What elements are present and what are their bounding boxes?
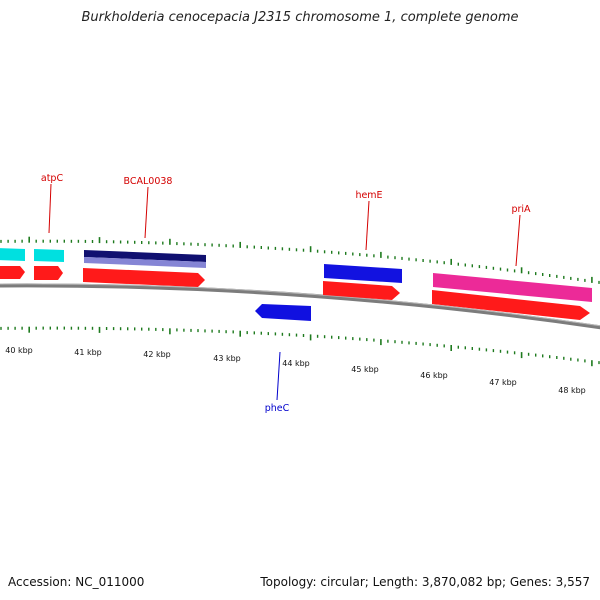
- gene-label-hemE: hemE: [355, 190, 382, 201]
- scale-label-45: 45 kbp: [351, 365, 379, 374]
- genome-summary-text: Topology: circular; Length: 3,870,082 bp…: [260, 575, 590, 589]
- genome-backbone-highlight: [0, 283, 600, 327]
- gene-red-arrow-5: [432, 290, 590, 320]
- gene-red-arrow-1: [0, 266, 25, 279]
- atpC-leader: [48, 183, 52, 234]
- accession-text: Accession: NC_011000: [8, 575, 145, 589]
- gene-label-BCAL0038: BCAL0038: [124, 176, 173, 187]
- scale-label-40: 40 kbp: [5, 346, 33, 355]
- gene-navy-BCAL0038: [84, 250, 206, 262]
- priA-leader: [515, 214, 521, 267]
- outer-tick-row: [0, 236, 600, 284]
- scale-label-47: 47 kbp: [489, 378, 517, 387]
- gene-label-atpC: atpC: [41, 173, 64, 184]
- gene-red-arrow-3: [83, 268, 205, 287]
- gene-blue-pheC: [255, 304, 311, 321]
- pheC-leader: [276, 351, 281, 401]
- scale-label-43: 43 kbp: [213, 354, 241, 363]
- gene-cyan-left: [0, 248, 25, 261]
- scale-label-42: 42 kbp: [143, 350, 171, 359]
- gene-pink-priA: [433, 273, 592, 302]
- scale-label-48: 48 kbp: [558, 386, 586, 395]
- genome-backbone: [0, 283, 600, 330]
- gene-cyan-atpC-region: [34, 249, 64, 262]
- gene-lavender-BCAL0038: [84, 257, 206, 268]
- gene-label-priA: priA: [511, 204, 531, 215]
- gene-blue-hemE: [324, 264, 402, 283]
- scale-label-44: 44 kbp: [282, 359, 310, 368]
- scale-label-46: 46 kbp: [420, 371, 448, 380]
- scale-labels: 40 kbp 41 kbp 42 kbp 43 kbp 44 kbp 45 kb…: [5, 346, 586, 395]
- inner-tick-row: [0, 326, 600, 367]
- figure-title: Burkholderia cenocepacia J2315 chromosom…: [81, 10, 519, 25]
- hemE-leader: [365, 200, 370, 251]
- gene-red-arrow-4: [323, 281, 400, 300]
- gene-label-pheC: pheC: [265, 403, 290, 414]
- gene-red-arrow-2: [34, 266, 63, 280]
- BCAL0038-leader: [144, 186, 149, 239]
- scale-label-41: 41 kbp: [74, 348, 102, 357]
